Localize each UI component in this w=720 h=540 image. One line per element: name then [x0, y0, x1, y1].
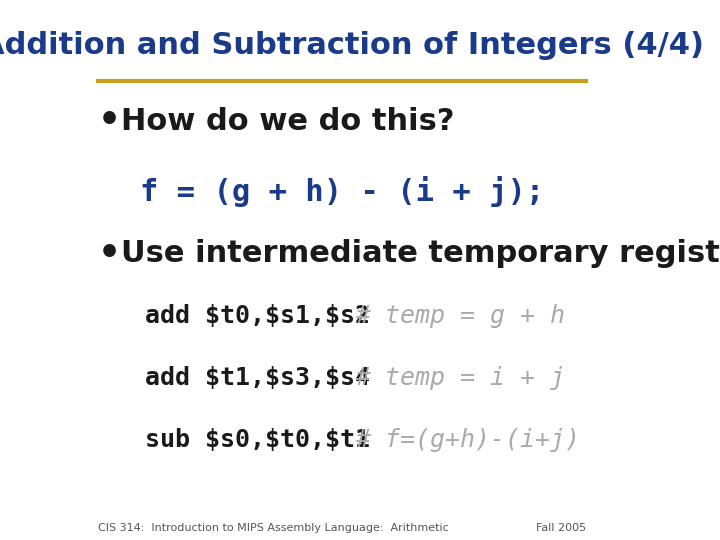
Text: # temp = i + j: # temp = i + j	[355, 366, 565, 390]
Text: Addition and Subtraction of Integers (4/4): Addition and Subtraction of Integers (4/…	[0, 31, 703, 60]
Text: How do we do this?: How do we do this?	[122, 107, 455, 136]
Text: •: •	[98, 105, 121, 138]
Text: # f=(g+h)-(i+j): # f=(g+h)-(i+j)	[355, 428, 580, 452]
Text: # temp = g + h: # temp = g + h	[355, 304, 565, 328]
Text: Use intermediate temporary register: Use intermediate temporary register	[122, 239, 720, 268]
Text: CIS 314:  Introduction to MIPS Assembly Language:  Arithmetic: CIS 314: Introduction to MIPS Assembly L…	[98, 523, 449, 533]
Text: add $t1,$s3,$s4: add $t1,$s3,$s4	[145, 366, 370, 390]
Text: f = (g + h) - (i + j);: f = (g + h) - (i + j);	[140, 176, 544, 207]
Text: Fall 2005: Fall 2005	[536, 523, 586, 533]
Text: •: •	[98, 237, 121, 271]
Text: sub $s0,$t0,$t1: sub $s0,$t0,$t1	[145, 428, 370, 452]
Text: add $t0,$s1,$s2: add $t0,$s1,$s2	[145, 304, 370, 328]
